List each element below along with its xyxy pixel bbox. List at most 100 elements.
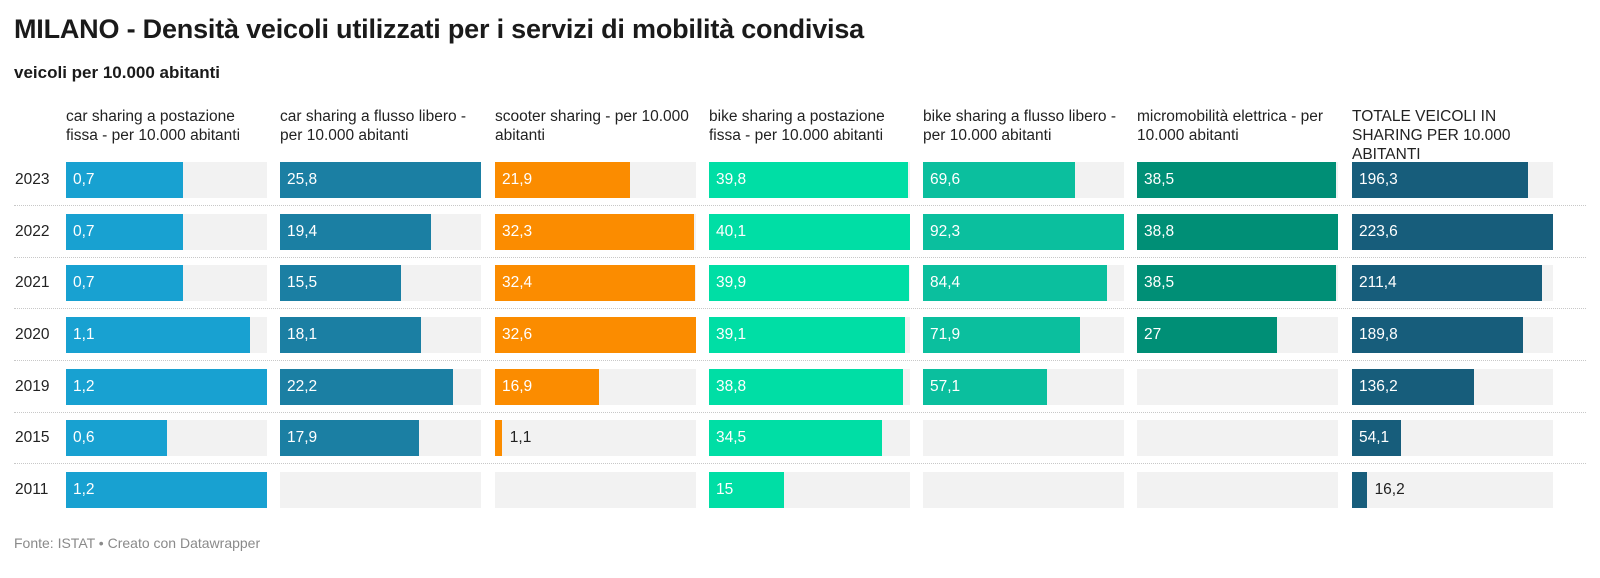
value-label: 196,3 [1359,171,1398,188]
data-bar [1352,317,1523,353]
bar-track: 69,6 [923,162,1124,198]
value-label: 0,7 [73,274,95,291]
row-separator [14,463,1586,464]
data-bar [495,420,502,456]
bar-track: 15,5 [280,265,481,301]
column-header: scooter sharing - per 10.000 abitanti [495,108,689,144]
value-label: 25,8 [287,171,318,188]
data-bar [1352,369,1475,405]
data-bar [66,420,167,456]
data-bar [1352,265,1543,301]
column-header: micromobilità elettrica - per 10.000 abi… [1137,108,1324,144]
data-bar [66,265,184,301]
data-bar [66,317,251,353]
value-label: 57,1 [930,378,961,395]
year-label: 2023 [15,171,50,188]
value-label: 27 [1144,326,1162,343]
year-label: 2019 [15,378,50,395]
data-bar [709,317,905,353]
bar-track: 19,4 [280,214,481,250]
data-bar [280,162,481,198]
year-label: 2020 [15,326,50,343]
data-bar [923,369,1048,405]
bar-track: 40,1 [709,214,910,250]
bar-track: 16,9 [495,369,696,405]
chart-title: MILANO - Densità veicoli utilizzati per … [14,14,864,44]
value-label: 21,9 [502,171,533,188]
bar-track [1137,420,1338,456]
value-label: 38,8 [716,378,747,395]
year-label: 2021 [15,274,50,291]
column-header: bike sharing a postazione fissa - per 10… [709,108,885,144]
bar-track: 196,3 [1352,162,1553,198]
value-label: 1,2 [73,378,95,395]
value-label: 84,4 [930,274,961,291]
bar-track [1137,369,1338,405]
bar-track: 34,5 [709,420,910,456]
data-bar [66,162,184,198]
value-label: 15,5 [287,274,318,291]
value-label: 1,1 [509,429,532,446]
value-label: 0,7 [73,223,95,240]
bar-track: 17,9 [280,420,481,456]
value-label: 54,1 [1359,429,1390,446]
value-label: 19,4 [287,223,318,240]
data-bar [709,214,910,250]
data-bar [66,214,184,250]
bar-track: 38,8 [709,369,910,405]
column-header: bike sharing a flusso libero - per 10.00… [923,108,1116,144]
bar-track: 38,5 [1137,265,1338,301]
bar-track: 25,8 [280,162,481,198]
bar-track: 15 [709,472,910,508]
value-label: 38,8 [1144,223,1175,240]
data-bar [709,162,909,198]
data-bar [709,265,909,301]
bar-track: 1,2 [66,369,267,405]
value-label: 18,1 [287,326,318,343]
data-bar [495,214,695,250]
column-header: car sharing a postazione fissa - per 10.… [66,108,241,144]
year-label: 2022 [15,223,50,240]
bar-track: 22,2 [280,369,481,405]
data-bar [709,420,882,456]
bar-track: 38,8 [1137,214,1338,250]
value-label: 1,2 [73,481,95,498]
value-label: 15 [716,481,734,498]
row-separator [14,412,1586,413]
value-label: 32,3 [502,223,533,240]
data-bar [280,265,401,301]
row-separator [14,257,1586,258]
bar-track: 54,1 [1352,420,1553,456]
bar-track: 32,4 [495,265,696,301]
bar-track: 38,5 [1137,162,1338,198]
column-header: TOTALE VEICOLI IN SHARING PER 10.000 ABI… [1352,108,1511,163]
bar-track: 211,4 [1352,265,1553,301]
column-header: car sharing a flusso libero - per 10.000… [280,108,467,144]
bar-track: 39,9 [709,265,910,301]
value-label: 189,8 [1359,326,1398,343]
data-bar [1137,265,1337,301]
bar-track [280,472,481,508]
data-bar [709,472,785,508]
data-bar [1352,214,1553,250]
value-label: 69,6 [930,171,961,188]
data-bar [709,369,904,405]
row-separator [14,205,1586,206]
data-bar [280,214,432,250]
bar-track: 0,6 [66,420,267,456]
value-label: 223,6 [1359,223,1398,240]
data-bar [66,369,267,405]
value-label: 1,1 [73,326,95,343]
value-label: 39,1 [716,326,747,343]
data-bar [923,265,1107,301]
data-bar [923,214,1124,250]
bar-track: 16,2 [1352,472,1553,508]
bar-track [495,472,696,508]
value-label: 38,5 [1144,171,1175,188]
value-label: 38,5 [1144,274,1175,291]
source-footer: Fonte: ISTAT • Creato con Datawrapper [14,535,261,551]
value-label: 40,1 [716,223,747,240]
bar-track: 0,7 [66,265,267,301]
bar-track: 1,1 [495,420,696,456]
chart-subtitle: veicoli per 10.000 abitanti [14,63,220,82]
